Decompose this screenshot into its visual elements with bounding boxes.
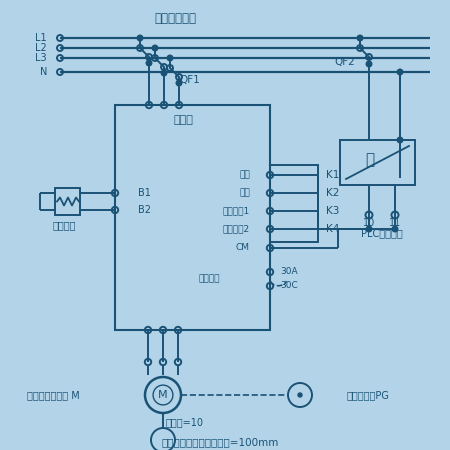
- Text: N: N: [40, 67, 47, 77]
- Text: 传动比=10: 传动比=10: [166, 417, 204, 427]
- Circle shape: [366, 61, 372, 67]
- Text: PLC直流电源: PLC直流电源: [361, 228, 403, 238]
- Circle shape: [397, 137, 403, 143]
- Circle shape: [152, 45, 158, 51]
- Text: ～: ～: [365, 153, 374, 167]
- Circle shape: [366, 226, 372, 232]
- Text: K3: K3: [326, 206, 339, 216]
- Circle shape: [146, 60, 152, 66]
- Text: K1: K1: [326, 170, 339, 180]
- Text: 多段速度1: 多段速度1: [223, 207, 250, 216]
- Bar: [270, 165, 318, 242]
- Text: 三相交流电源: 三相交流电源: [154, 12, 196, 24]
- Text: 正转: 正转: [239, 171, 250, 180]
- Circle shape: [176, 80, 182, 86]
- Text: 制动电阵: 制动电阵: [52, 220, 76, 230]
- Text: B1: B1: [138, 188, 151, 198]
- Text: 多段速度2: 多段速度2: [223, 225, 250, 234]
- Circle shape: [357, 35, 363, 41]
- Text: CM: CM: [236, 243, 250, 252]
- Bar: [55, 188, 80, 215]
- Text: B2: B2: [138, 205, 151, 215]
- Text: 光电编码器PG: 光电编码器PG: [347, 390, 390, 400]
- Text: QF2: QF2: [335, 57, 356, 67]
- Text: L1: L1: [36, 33, 47, 43]
- Text: M: M: [158, 390, 168, 400]
- Circle shape: [392, 226, 398, 232]
- Circle shape: [167, 55, 173, 61]
- Text: L3: L3: [36, 53, 47, 63]
- Text: QF1: QF1: [180, 75, 200, 85]
- Text: L2: L2: [35, 43, 47, 53]
- Text: 位移机械机构，机械直径=100mm: 位移机械机构，机械直径=100mm: [161, 437, 279, 447]
- Text: 变频器: 变频器: [173, 115, 193, 125]
- Circle shape: [137, 35, 143, 41]
- Bar: [340, 140, 415, 185]
- Text: 11: 11: [389, 218, 401, 228]
- Bar: [115, 105, 270, 330]
- Circle shape: [161, 70, 167, 76]
- Circle shape: [397, 69, 403, 75]
- Text: 三相交流电动机 M: 三相交流电动机 M: [27, 390, 80, 400]
- Text: 故障输出: 故障输出: [198, 274, 220, 284]
- Text: K4: K4: [326, 224, 339, 234]
- Circle shape: [298, 393, 302, 397]
- Text: 30A: 30A: [280, 267, 297, 276]
- Text: 10: 10: [363, 218, 375, 228]
- Text: K2: K2: [326, 188, 339, 198]
- Text: 反转: 反转: [239, 189, 250, 198]
- Text: 30C: 30C: [280, 282, 298, 291]
